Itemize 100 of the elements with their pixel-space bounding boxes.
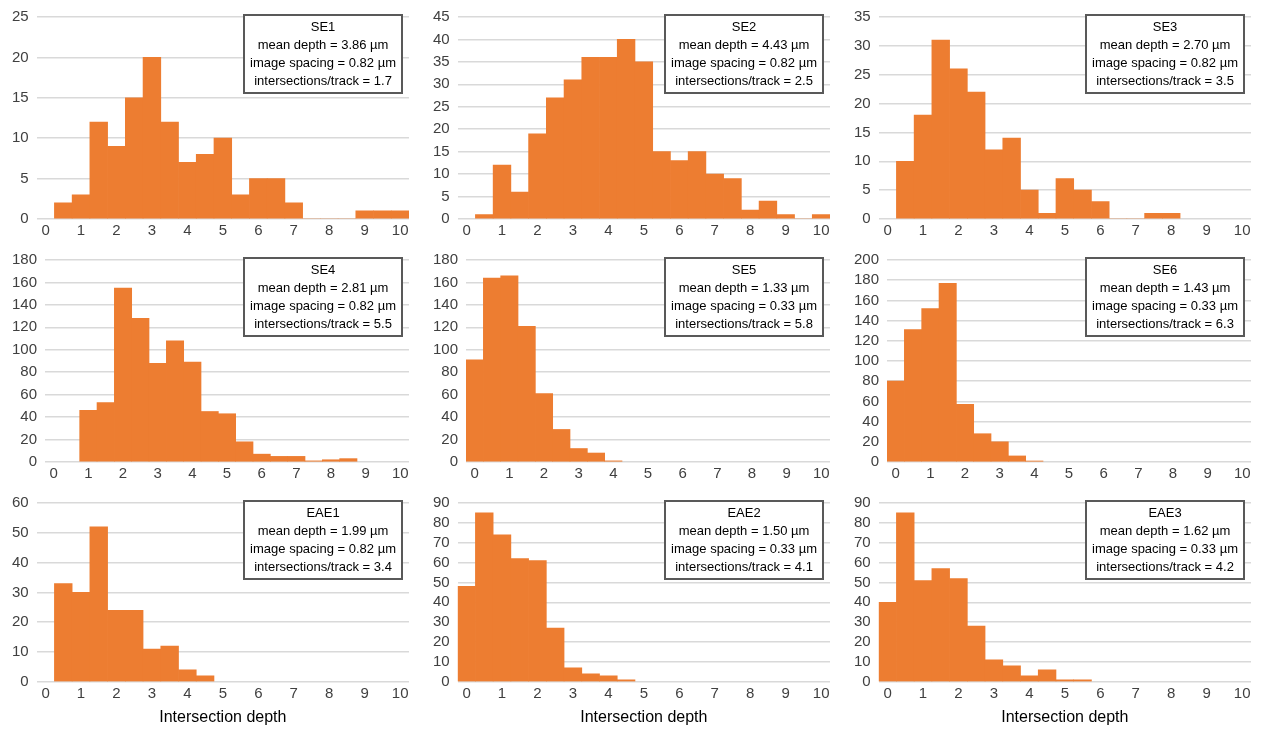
x-tick-label: 4 [188, 464, 197, 482]
y-tick-label: 70 [433, 532, 450, 550]
x-tick-label: 5 [639, 221, 649, 239]
y-tick-label: 60 [12, 493, 29, 511]
y-tick-label: 35 [433, 52, 450, 70]
y-tick-label: 20 [854, 632, 871, 650]
x-tick-label: 1 [926, 464, 935, 482]
x-tick-label: 2 [118, 464, 128, 482]
x-tick-label: 10 [1233, 464, 1251, 482]
y-tick-label: 25 [12, 7, 29, 25]
x-tick-label: 0 [883, 221, 892, 239]
y-tick-label: 15 [854, 122, 871, 140]
y-tick-label: 45 [433, 7, 450, 25]
x-tick-label: 2 [954, 683, 963, 701]
x-tick-label: 9 [782, 464, 791, 482]
y-tick-label: 0 [870, 452, 880, 470]
x-tick-label: 7 [1131, 221, 1140, 239]
x-tick-label: 7 [289, 221, 298, 239]
annotation: intersections/track = 4.2 [1095, 558, 1235, 576]
annotation: image spacing = 0.33 µm [1092, 297, 1238, 315]
y-tick-label: 160 [433, 272, 459, 290]
x-tick-label: 4 [1025, 683, 1034, 701]
annotation: intersections/track = 5.5 [253, 315, 393, 333]
x-tick-label: 9 [361, 464, 370, 482]
x-tick-label: 6 [254, 683, 263, 701]
y-tick-label: 0 [441, 209, 450, 227]
y-tick-label: 20 [862, 431, 880, 449]
y-tick-label: 30 [854, 612, 871, 630]
x-tick-label: 7 [292, 464, 301, 482]
x-tick-label: 4 [604, 221, 613, 239]
y-tick-label: 30 [433, 612, 450, 630]
annotation: mean depth = 1.99 µm [256, 522, 390, 540]
x-tick-label: 6 [678, 464, 687, 482]
y-tick-label: 160 [854, 290, 880, 308]
chart-title: SE1 [309, 18, 337, 36]
y-tick-label: 40 [862, 411, 880, 429]
y-tick-label: 120 [12, 317, 38, 335]
annotation: intersections/track = 3.4 [253, 558, 393, 576]
y-tick-label: 5 [441, 186, 450, 204]
y-tick-label: 80 [20, 362, 38, 380]
x-tick-label: 0 [41, 683, 50, 701]
x-tick-label: 7 [1134, 464, 1143, 482]
y-tick-label: 70 [854, 532, 871, 550]
chart-title: EAE1 [305, 504, 341, 522]
y-tick-label: 100 [433, 339, 459, 357]
y-tick-label: 10 [433, 652, 450, 670]
x-tick-label: 7 [710, 221, 719, 239]
x-axis-title: Intersection depth [159, 707, 287, 725]
x-tick-label: 7 [289, 683, 298, 701]
y-tick-label: 60 [20, 384, 38, 402]
x-tick-label: 8 [746, 221, 755, 239]
x-tick-label: 6 [675, 683, 684, 701]
y-tick-label: 60 [862, 391, 880, 409]
annotation: intersections/track = 6.3 [1095, 315, 1235, 333]
x-tick-label: 3 [989, 221, 999, 239]
annotation: image spacing = 0.82 µm [1092, 54, 1238, 72]
annotation: mean depth = 1.50 µm [677, 522, 811, 540]
y-tick-label: 15 [12, 87, 29, 105]
x-tick-label: 2 [539, 464, 549, 482]
y-tick-label: 80 [854, 513, 871, 531]
x-axis-title: Intersection depth [1001, 707, 1129, 725]
x-tick-label: 10 [812, 464, 830, 482]
y-tick-label: 50 [854, 572, 871, 590]
x-tick-label: 1 [497, 683, 507, 701]
x-tick-label: 7 [713, 464, 722, 482]
x-tick-label: 1 [505, 464, 514, 482]
y-tick-label: 40 [433, 29, 450, 47]
x-tick-label: 1 [918, 221, 928, 239]
x-tick-label: 3 [153, 464, 162, 482]
x-tick-label: 3 [574, 464, 583, 482]
x-tick-label: 9 [360, 221, 369, 239]
y-tick-label: 80 [433, 513, 450, 531]
y-tick-label: 120 [433, 317, 459, 335]
x-tick-label: 8 [1167, 221, 1176, 239]
x-axis-title: Intersection depth [580, 707, 708, 725]
y-tick-label: 40 [20, 407, 38, 425]
x-tick-label: 3 [568, 221, 578, 239]
x-tick-label: 10 [1233, 683, 1251, 701]
x-tick-label: 1 [497, 221, 507, 239]
y-tick-label: 30 [854, 36, 871, 53]
y-tick-label: 25 [433, 96, 450, 114]
x-tick-label: 8 [747, 464, 757, 482]
x-tick-label: 4 [183, 221, 192, 239]
x-tick-label: 3 [147, 683, 157, 701]
y-tick-label: 0 [441, 671, 450, 689]
y-tick-label: 50 [433, 572, 450, 590]
y-tick-label: 10 [12, 128, 29, 146]
x-tick-label: 8 [325, 221, 334, 239]
x-tick-label: 6 [1099, 464, 1108, 482]
annotation: mean depth = 1.43 µm [1098, 279, 1232, 297]
x-tick-label: 8 [1167, 683, 1176, 701]
x-tick-label: 10 [812, 683, 830, 701]
x-tick-label: 8 [326, 464, 336, 482]
annotation: image spacing = 0.82 µm [250, 54, 396, 72]
annotation: mean depth = 2.70 µm [1098, 36, 1232, 54]
x-tick-label: 8 [1168, 464, 1178, 482]
x-tick-label: 10 [812, 221, 830, 239]
chart-title: EAE3 [1147, 504, 1183, 522]
annotation: image spacing = 0.33 µm [671, 297, 817, 315]
x-tick-label: 5 [1060, 221, 1070, 239]
